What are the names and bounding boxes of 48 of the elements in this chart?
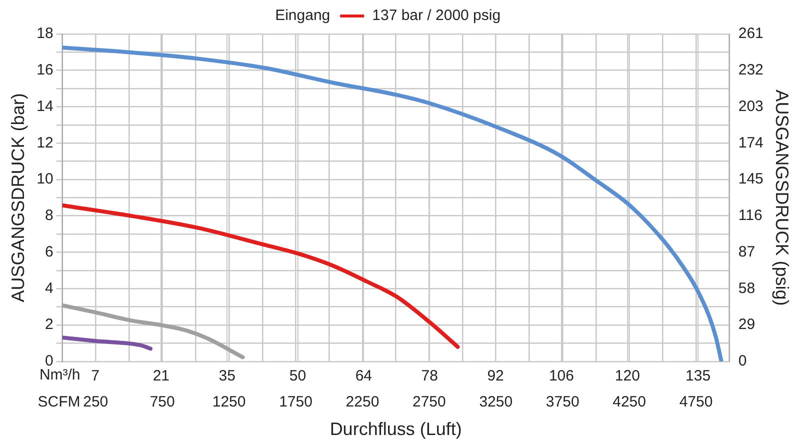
line-series [62,203,460,349]
x2-tick-label: 106 [548,368,574,385]
y2-tick-label: 232 [738,62,764,79]
x-tick-label: 750 [150,394,175,411]
x-tick-label: 4250 [612,394,646,411]
y2-axis-title: AUSGANGSDRUCK (psig) [772,90,792,306]
x-tick-label: 3750 [546,394,580,411]
x-axis-title: Durchfluss (Luft) [330,419,462,440]
legend-title: Eingang [275,7,330,24]
x-tick-label: 2750 [412,394,446,411]
y-tick-label: 16 [36,62,54,79]
legend-label: 137 bar / 2000 psig [372,7,501,24]
x2-tick-label: 120 [614,368,640,385]
y2-tick-label: 58 [738,280,756,297]
x-tick-label: 1750 [279,394,312,411]
y2-tick-label: 261 [738,25,764,42]
x-tick-label: 3250 [479,394,513,411]
x2-tick-label: 78 [421,368,438,385]
x-tick-label: 250 [83,394,108,411]
y2-tick-label: 116 [738,207,762,224]
x2-tick-label: 21 [152,368,170,385]
x-tick-label: 1250 [212,394,246,411]
x-tick-label: 2250 [346,394,380,411]
text: SCFM [38,394,80,411]
y2-tick-label: 29 [738,316,756,334]
y-tick-label: 6 [44,243,54,260]
y2-tick-label: 145 [738,170,764,188]
x2-tick-label: 7 [91,368,100,385]
line-series [62,336,152,351]
y2-tick-label: 174 [738,134,764,152]
y-tick-label: 18 [36,25,54,42]
y2-tick-label: 0 [738,352,747,370]
y-tick-label: 8 [44,207,54,224]
line-series [62,46,724,362]
x2-tick-label: 35 [218,368,236,385]
x2-tick-label: 135 [686,368,711,385]
y2-tick-label: 87 [738,243,756,260]
x2-tick-label: 64 [355,368,372,385]
y2-tick-label: 203 [738,98,764,115]
y-axis-title: AUSGANGSDRUCK (bar) [8,93,28,302]
x-tick-label: 4750 [679,394,713,411]
y-tick-label: 14 [36,98,54,115]
x2-tick-label: 50 [289,368,306,385]
y-tick-label: 12 [36,134,54,152]
y-tick-label: 10 [36,170,54,188]
y-tick-label: 2 [44,316,54,334]
y-tick-label: 4 [44,280,54,297]
x2-tick-label: 92 [487,368,504,385]
